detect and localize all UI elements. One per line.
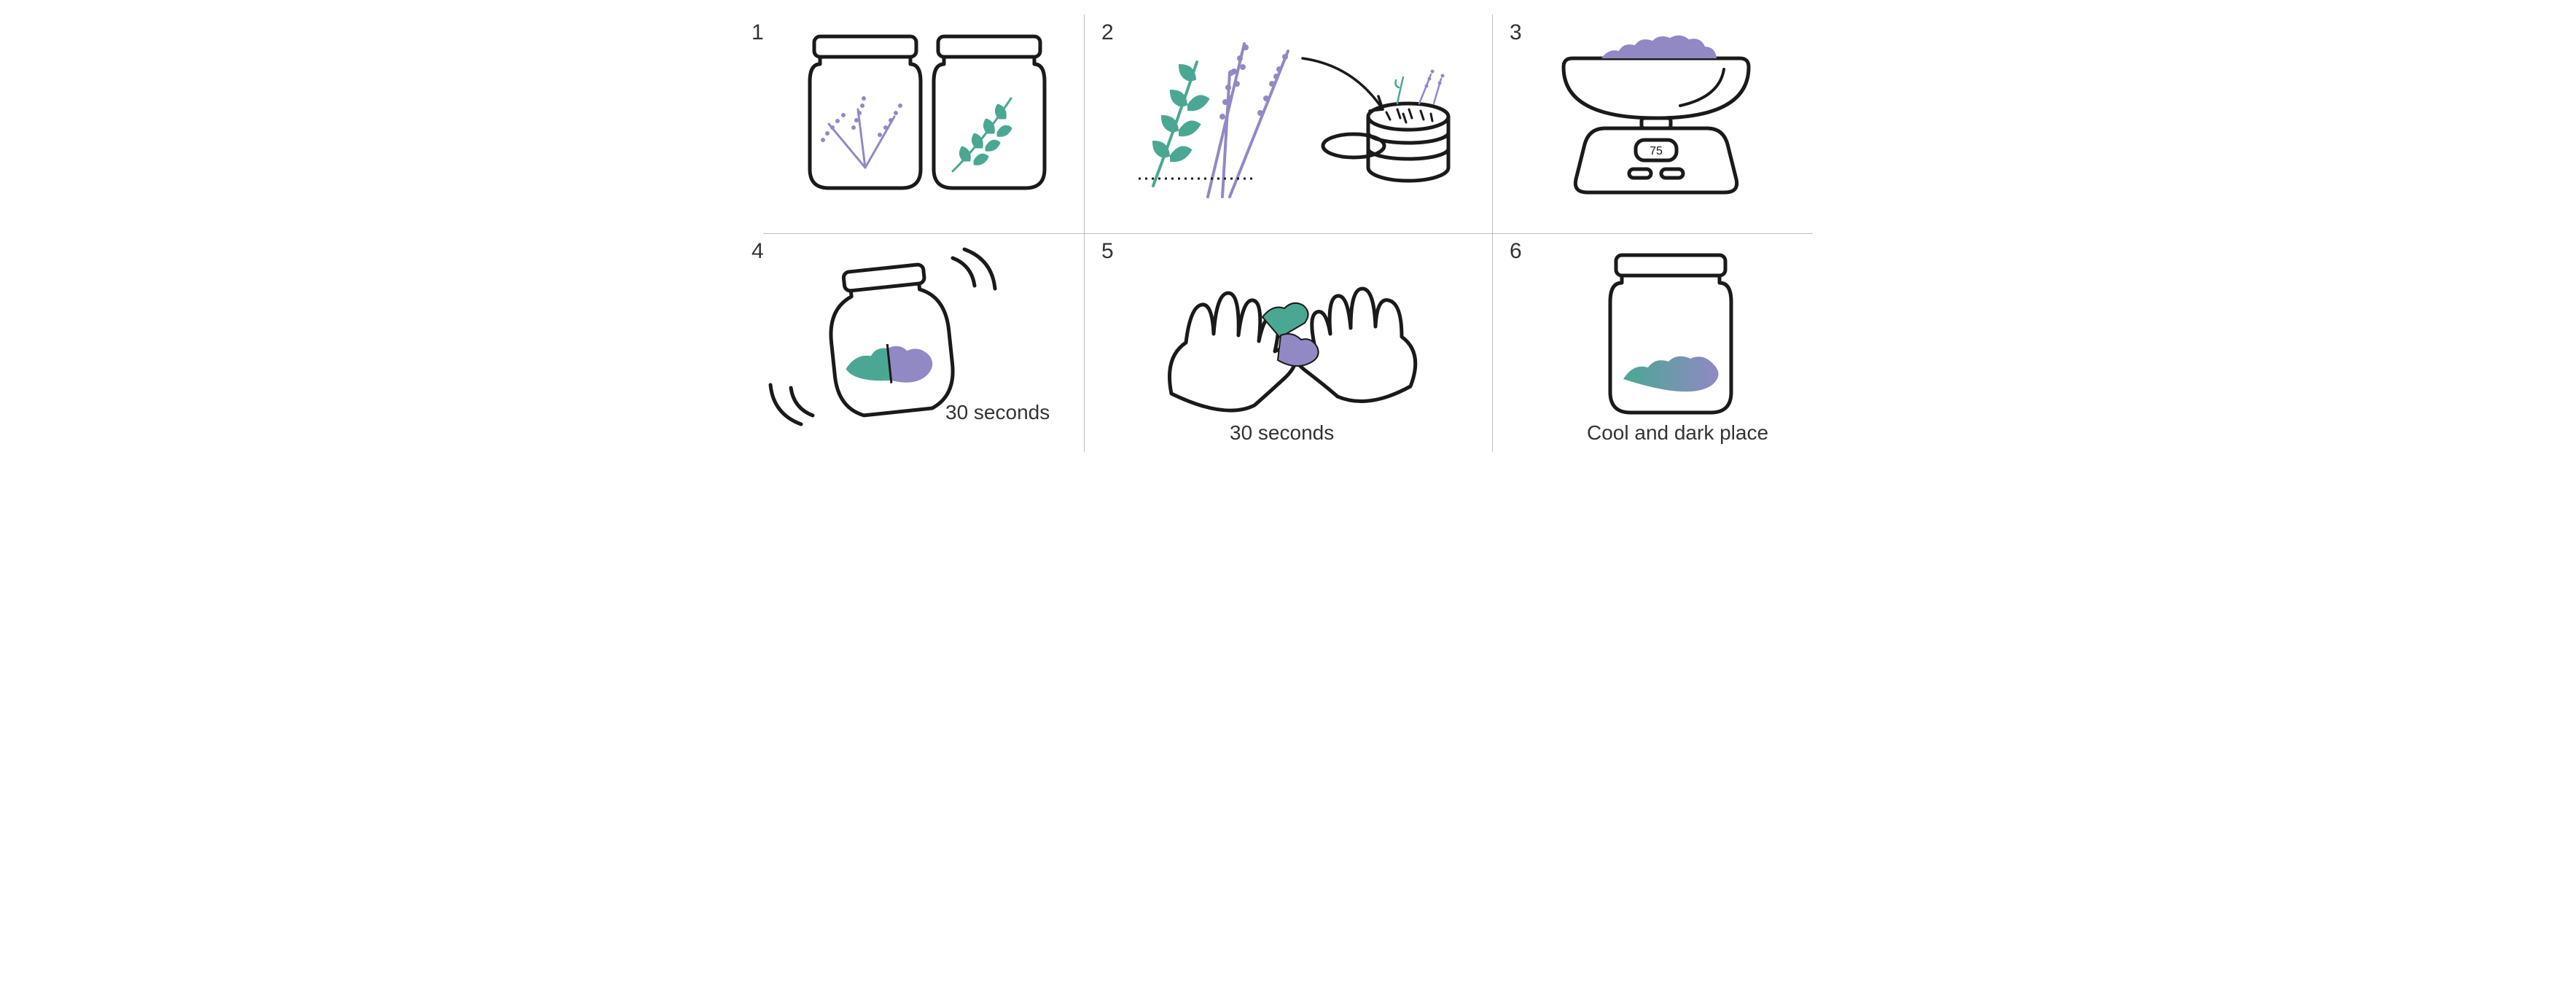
two-jars-herbs-icon xyxy=(734,15,1084,233)
step-number: 6 xyxy=(1510,239,1522,264)
step-4: 4 30 seconds xyxy=(734,233,1084,452)
step-1: 1 xyxy=(734,15,1084,233)
kitchen-scale-icon: 75 xyxy=(1492,15,1842,233)
step-3: 3 75 xyxy=(1492,15,1842,233)
infographic-grid: 1 xyxy=(734,15,1842,452)
step-caption: 30 seconds xyxy=(1230,421,1334,445)
step-number: 1 xyxy=(752,20,764,45)
step-2: 2 xyxy=(1084,15,1492,233)
jar-store-icon xyxy=(1492,233,1842,452)
sprigs-to-grinder-icon xyxy=(1084,15,1492,233)
step-number: 4 xyxy=(752,239,764,264)
step-6: 6 Cool and dark place xyxy=(1492,233,1842,452)
step-number: 3 xyxy=(1510,20,1522,45)
step-number: 5 xyxy=(1101,239,1114,264)
step-caption: 30 seconds xyxy=(945,401,1050,424)
rub-hands-icon xyxy=(1084,233,1492,452)
step-caption: Cool and dark place xyxy=(1587,421,1768,445)
scale-readout: 75 xyxy=(1650,145,1663,157)
step-number: 2 xyxy=(1101,20,1114,45)
step-5: 5 30 seconds xyxy=(1084,233,1492,452)
